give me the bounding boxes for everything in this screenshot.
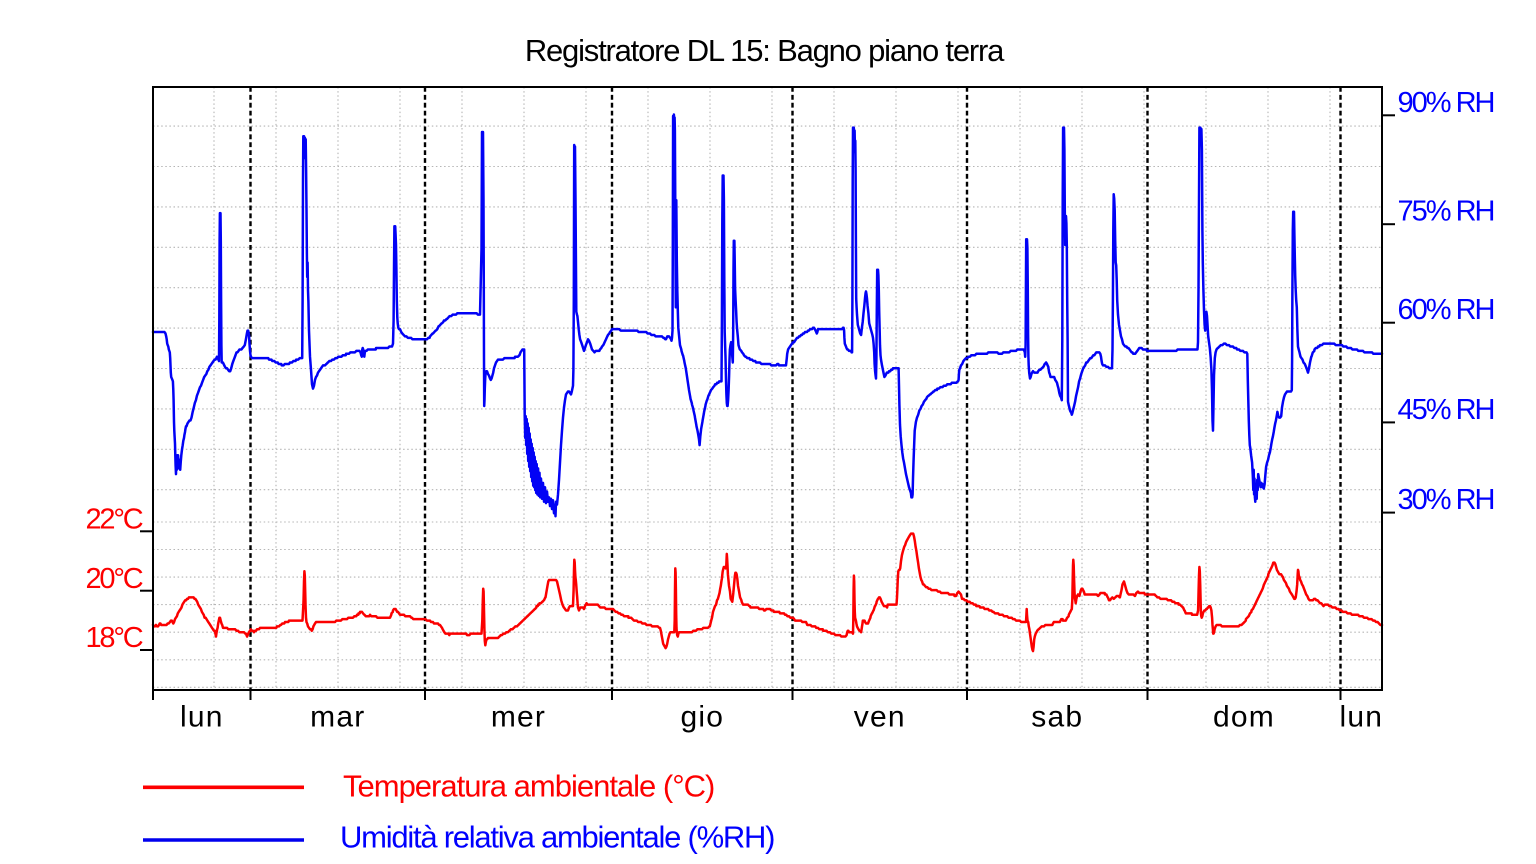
svg-text:90% RH: 90% RH (1398, 87, 1494, 119)
svg-text:45% RH: 45% RH (1398, 394, 1494, 426)
svg-text:lun: lun (180, 700, 224, 733)
svg-text:20°C: 20°C (86, 563, 143, 595)
svg-text:22°C: 22°C (86, 504, 143, 536)
svg-text:ven: ven (854, 700, 906, 733)
svg-text:mer: mer (491, 700, 546, 733)
svg-text:gio: gio (680, 700, 724, 733)
svg-text:Temperatura ambientale (°C): Temperatura ambientale (°C) (343, 768, 714, 803)
svg-text:30% RH: 30% RH (1398, 484, 1494, 516)
svg-text:mar: mar (310, 700, 365, 733)
svg-text:75% RH: 75% RH (1398, 196, 1494, 228)
svg-text:Registratore DL 15: Bagno pian: Registratore DL 15: Bagno piano terra (525, 33, 1005, 68)
svg-text:Umidità relativa ambientale (%: Umidità relativa ambientale (%RH) (340, 820, 774, 855)
svg-text:sab: sab (1031, 700, 1083, 733)
svg-text:60% RH: 60% RH (1398, 294, 1494, 326)
svg-text:lun: lun (1339, 700, 1383, 733)
svg-text:dom: dom (1213, 700, 1275, 733)
svg-text:18°C: 18°C (86, 622, 143, 654)
